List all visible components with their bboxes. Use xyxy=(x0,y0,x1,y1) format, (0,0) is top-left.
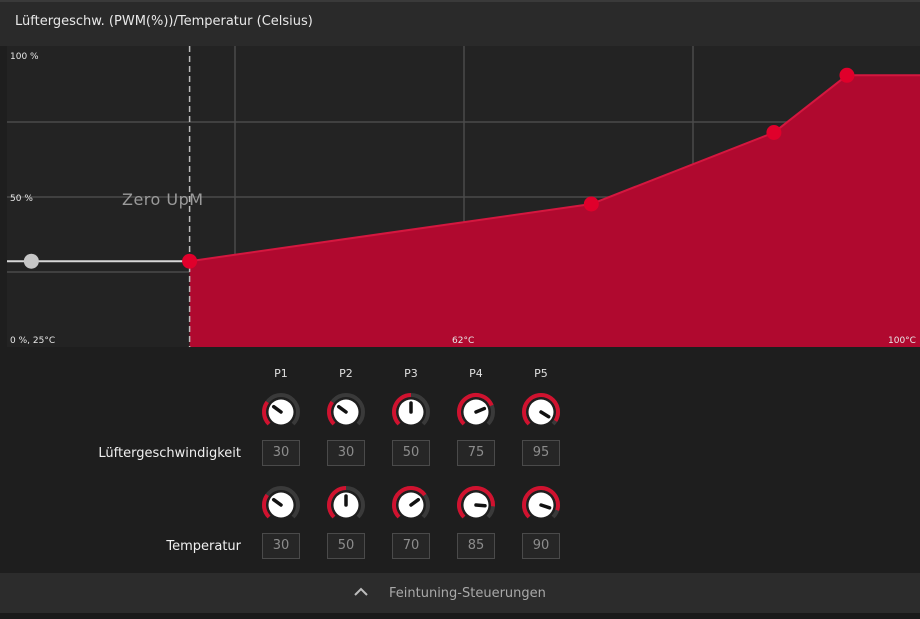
y-label-100: 100 % xyxy=(10,52,39,62)
knob-fan-p5[interactable] xyxy=(521,392,561,432)
knob-level-arc xyxy=(327,486,347,519)
knob-pointer xyxy=(474,406,487,414)
fan-curve-chart[interactable]: 100 % 50 % 0 %, 25°C 62°C 100°C Zero UpM xyxy=(7,46,920,347)
column-label-p3: P3 xyxy=(404,367,418,380)
x-label-62: 62°C xyxy=(452,336,474,346)
knob-pointer xyxy=(474,503,487,508)
value-input-fan-p1[interactable]: 30 xyxy=(262,440,300,466)
knob-pointer xyxy=(271,497,283,507)
knob-temp-p4[interactable] xyxy=(456,485,496,525)
value-input-fan-p4[interactable]: 75 xyxy=(457,440,495,466)
value-input-fan-p2[interactable]: 30 xyxy=(327,440,365,466)
fan-curve-area xyxy=(189,75,920,347)
value-input-temp-p3[interactable]: 70 xyxy=(392,533,430,559)
knob-pointer xyxy=(539,503,552,510)
column-label-p1: P1 xyxy=(274,367,288,380)
value-input-temp-p2[interactable]: 50 xyxy=(327,533,365,559)
knob-fan-p2[interactable] xyxy=(326,392,366,432)
knob-level-arc xyxy=(457,393,494,426)
value-input-temp-p5[interactable]: 90 xyxy=(522,533,560,559)
knob-temp-p3[interactable] xyxy=(391,485,431,525)
curve-point-p4[interactable] xyxy=(766,125,782,140)
knob-level-arc xyxy=(457,486,495,519)
knob-level-arc xyxy=(262,493,271,519)
fan-curve-svg[interactable]: 100 % 50 % 0 %, 25°C 62°C 100°C Zero UpM xyxy=(7,46,920,347)
y-label-50: 50 % xyxy=(10,194,33,204)
curve-point-p5[interactable] xyxy=(839,67,855,83)
origin-label: 0 %, 25°C xyxy=(10,336,55,346)
column-label-p2: P2 xyxy=(339,367,353,380)
x-label-100: 100°C xyxy=(888,336,916,346)
knob-level-arc xyxy=(522,393,560,426)
chevron-up-icon xyxy=(354,587,368,596)
knob-temp-p5[interactable] xyxy=(521,485,561,525)
value-input-temp-p1[interactable]: 30 xyxy=(262,533,300,559)
knob-fan-p1[interactable] xyxy=(261,392,301,432)
fine-tuning-controls: P1 P2 P3 P4 P5 Lüftergeschwindigkeit 30 30 50 75 9… xyxy=(0,347,920,573)
column-label-p5: P5 xyxy=(534,367,548,380)
value-input-temp-p4[interactable]: 85 xyxy=(457,533,495,559)
knob-level-arc xyxy=(522,486,560,519)
knob-level-arc xyxy=(392,486,427,519)
zero-rpm-handle[interactable] xyxy=(23,253,39,269)
knob-level-arc xyxy=(327,400,336,426)
curve-point-p1[interactable] xyxy=(182,253,198,269)
knob-pointer xyxy=(409,497,421,507)
knob-pointer xyxy=(336,404,348,414)
panel-title: Lüftergeschw. (PWM(%))/Temperatur (Celsi… xyxy=(15,14,313,29)
fine-tuning-toggle[interactable]: Feintuning-Steuerungen xyxy=(0,573,920,613)
knob-fan-p4[interactable] xyxy=(456,392,496,432)
knob-level-arc xyxy=(262,400,271,426)
panel-header: Lüftergeschw. (PWM(%))/Temperatur (Celsi… xyxy=(0,0,920,46)
value-input-fan-p3[interactable]: 50 xyxy=(392,440,430,466)
knob-pointer xyxy=(539,410,551,419)
knob-fan-p3[interactable] xyxy=(391,392,431,432)
knob-pointer xyxy=(271,404,283,414)
fine-tuning-label: Feintuning-Steuerungen xyxy=(389,586,546,601)
curve-point-p3[interactable] xyxy=(583,196,599,212)
knob-temp-p1[interactable] xyxy=(261,485,301,525)
row-label-temperature: Temperatur xyxy=(166,539,241,554)
bottom-strip xyxy=(0,613,920,619)
knob-temp-p2[interactable] xyxy=(326,485,366,525)
knob-level-arc xyxy=(392,393,412,426)
column-label-p4: P4 xyxy=(469,367,483,380)
value-input-fan-p5[interactable]: 95 xyxy=(522,440,560,466)
zero-rpm-label: Zero UpM xyxy=(122,190,204,209)
row-label-fan-speed: Lüftergeschwindigkeit xyxy=(98,446,241,461)
